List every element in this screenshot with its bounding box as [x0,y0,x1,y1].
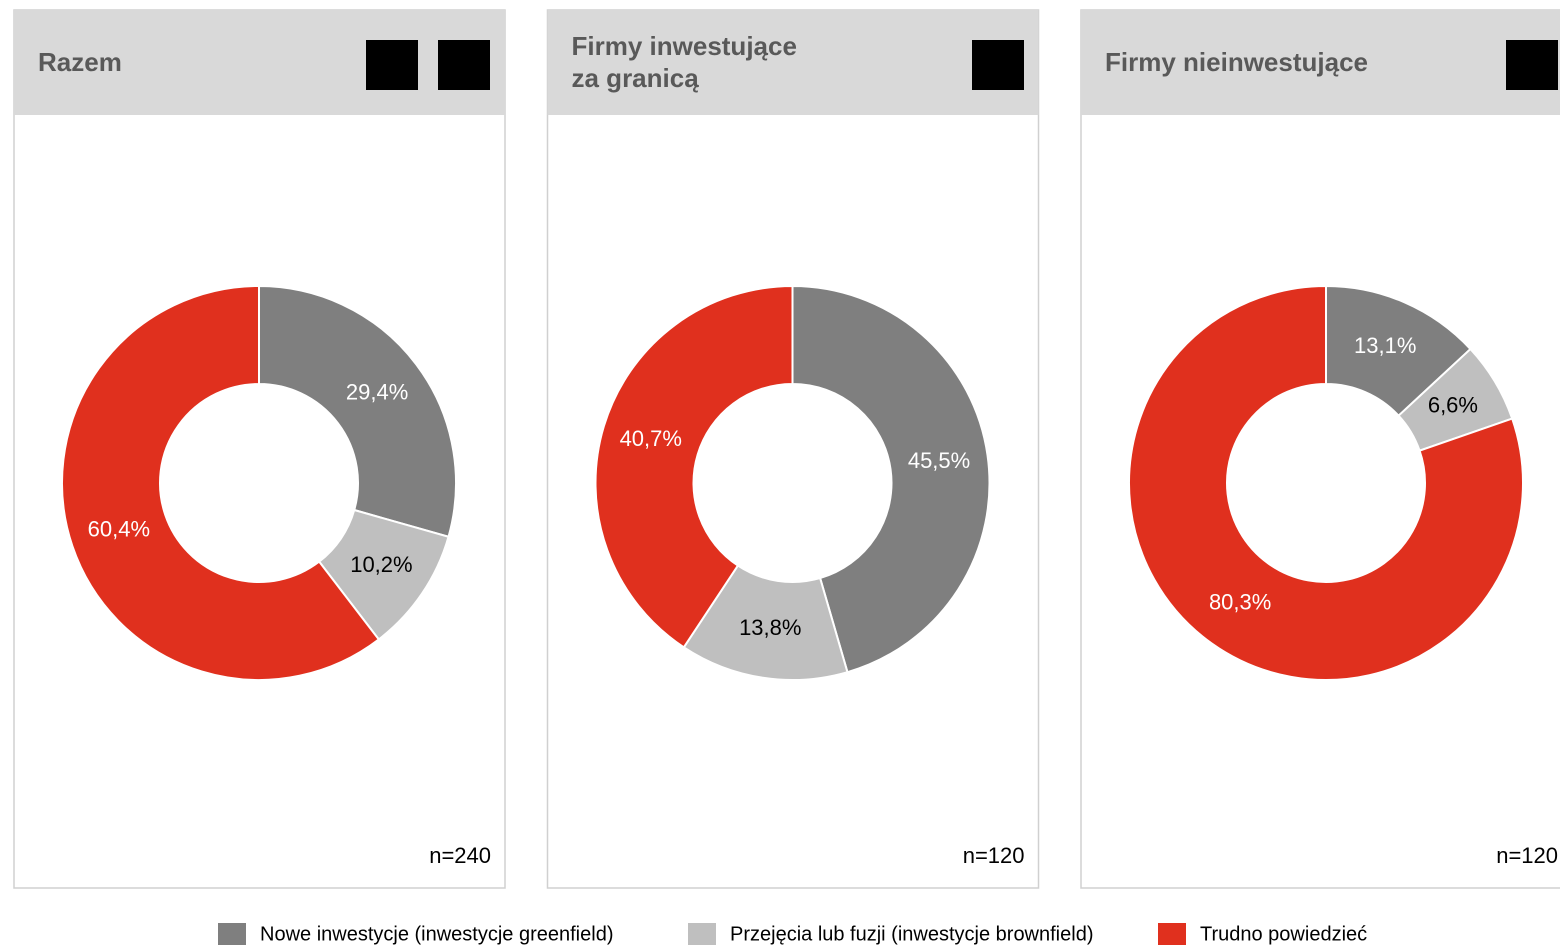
sample-size: n=120 [963,843,1025,868]
legend-label: Przejęcia lub fuzji (inwestycje brownfie… [730,923,1093,945]
globe-icon [972,40,1024,90]
value-label: 60,4% [88,516,150,541]
panels: Razem n=240 29,4% 10,2% 60,4% Firmy inwestują… [13,9,1560,889]
sample-size: n=120 [1496,843,1558,868]
value-label: 13,8% [739,615,801,640]
panel-title: za granicą [572,63,700,93]
panel-header [1081,10,1560,115]
donut-slice [258,284,457,539]
value-label: 45,5% [908,448,970,473]
legend-swatch [1158,923,1186,945]
legend-swatch [688,923,716,945]
home-icon [1506,40,1558,90]
home-icon [438,40,490,90]
value-label: 6,6% [1428,393,1478,418]
globe-icon [366,40,418,90]
panel-header [14,10,505,115]
donut-slice [791,284,991,674]
legend-label: Trudno powiedzieć [1200,923,1367,945]
donut-slice [594,284,794,649]
value-label: 10,2% [350,552,412,577]
panel-title: Firmy inwestujące [572,31,797,61]
donut-slice [61,284,381,681]
value-label: 80,3% [1209,589,1271,614]
legend-swatch [218,923,246,945]
legend-label: Nowe inwestycje (inwestycje greenfield) [260,923,613,945]
sample-size: n=240 [429,843,491,868]
panel-header [547,10,1039,115]
panel-title: Firmy nieinwestujące [1105,47,1368,77]
panel-title: Razem [38,47,122,77]
value-label: 29,4% [346,380,408,405]
value-label: 40,7% [620,426,682,451]
donut-slice [1128,284,1524,681]
value-label: 13,1% [1354,333,1416,358]
